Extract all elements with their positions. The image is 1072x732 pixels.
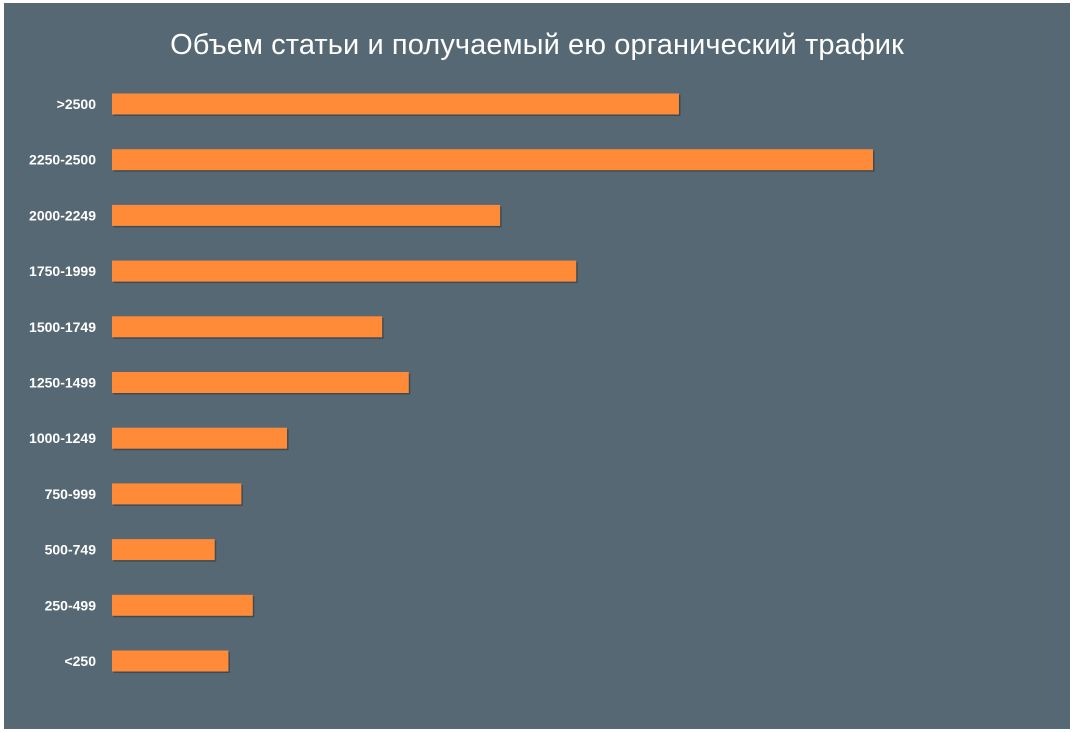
bar	[112, 594, 253, 616]
bar	[112, 372, 409, 393]
bar	[112, 539, 215, 561]
y-tick-label: 1750-1999	[29, 263, 96, 279]
bar	[112, 149, 873, 171]
y-tick-label: 2000-2249	[29, 207, 96, 223]
bar	[112, 204, 501, 226]
y-tick-label: 1000-1249	[29, 430, 96, 446]
y-tick-label: 1500-1749	[29, 319, 96, 335]
bar	[112, 427, 288, 449]
bar	[112, 316, 383, 338]
y-tick-label: 500-749	[45, 542, 97, 558]
chart-title: Объем статьи и получаемый ею органически…	[170, 29, 904, 61]
chart-panel: Объем статьи и получаемый ею органически…	[4, 3, 1070, 729]
y-tick-label: <250	[64, 653, 96, 669]
bar	[112, 260, 577, 282]
bar	[112, 93, 679, 115]
y-tick-label: 750-999	[45, 486, 97, 502]
bar-chart-plot: >2500 2250-2500 2000-2249 1750-1999 1500-174…	[29, 93, 875, 673]
bar	[112, 650, 229, 672]
y-tick-label: 250-499	[45, 597, 97, 613]
y-tick-label: >2500	[57, 96, 97, 112]
bar	[112, 483, 242, 505]
y-tick-label: 1250-1499	[29, 375, 96, 391]
y-tick-label: 2250-2500	[29, 152, 96, 168]
